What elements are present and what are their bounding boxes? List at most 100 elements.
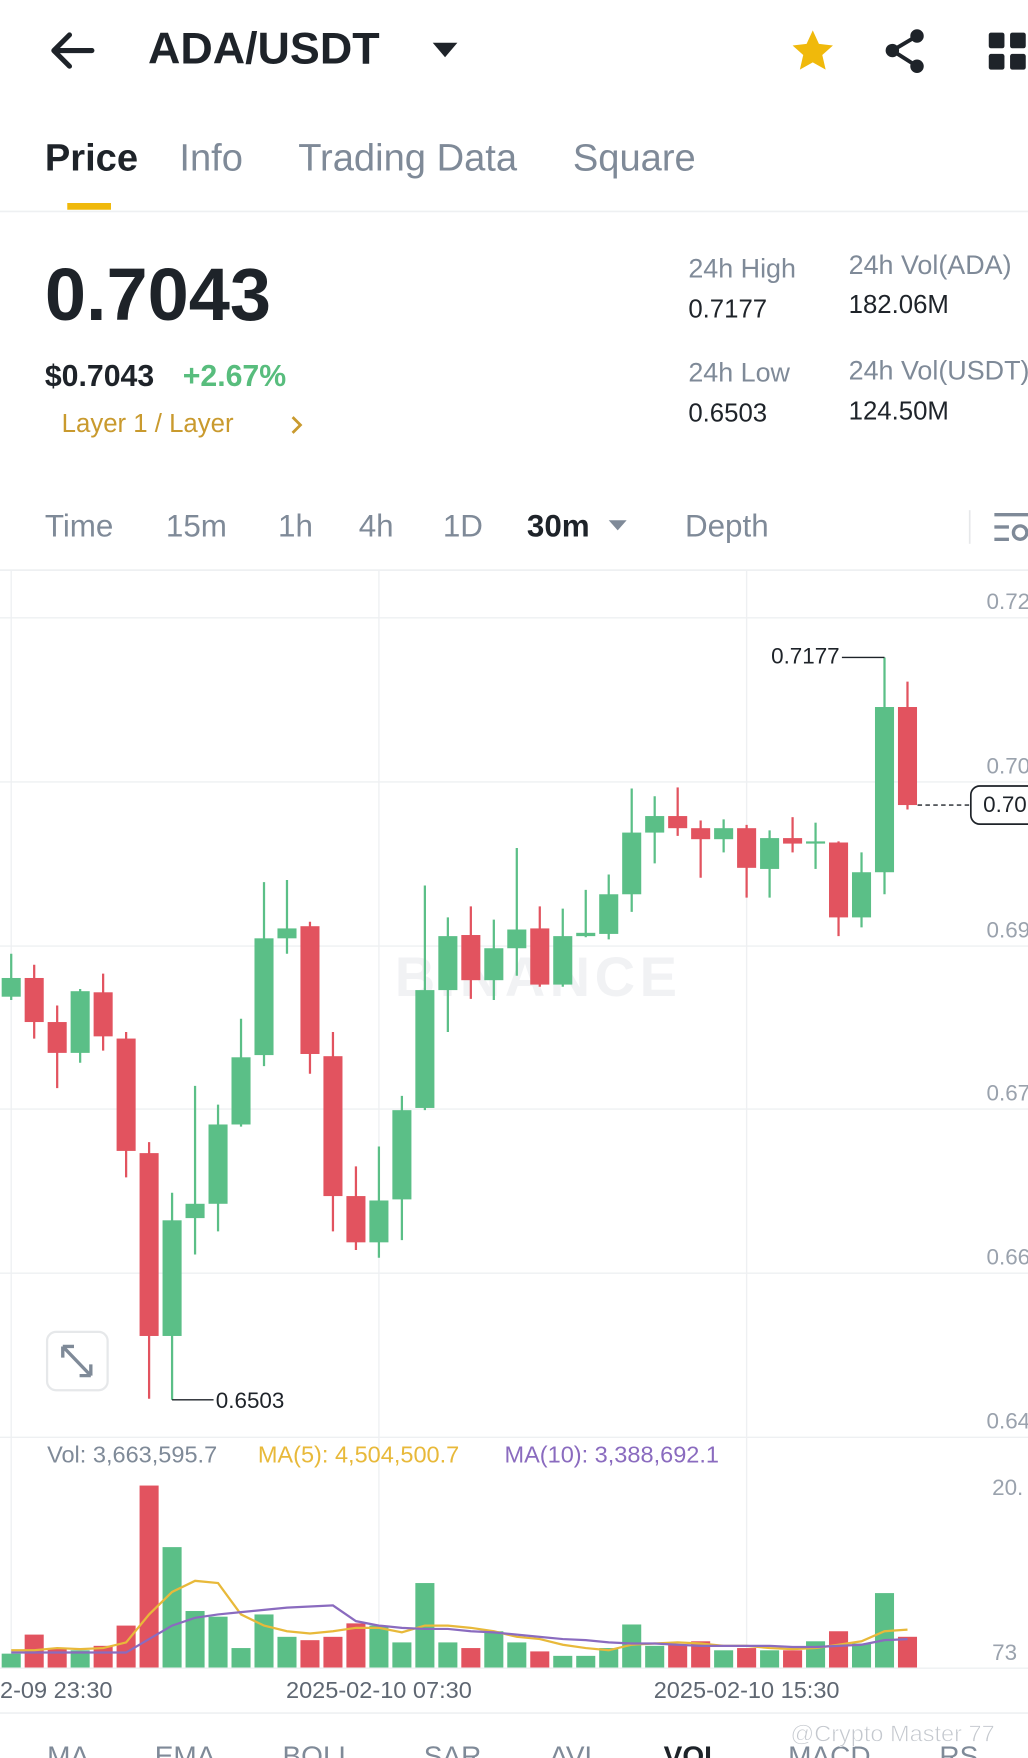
timeframe-tab[interactable]: Depth bbox=[685, 508, 769, 543]
candle-body bbox=[116, 1038, 136, 1151]
candle-body bbox=[851, 872, 872, 918]
x-tick-label: 2-09 23:30 bbox=[0, 1677, 113, 1703]
candle-body bbox=[93, 992, 113, 1037]
expand-button[interactable] bbox=[45, 1330, 109, 1392]
timeframe-tab[interactable]: 4h bbox=[359, 508, 394, 543]
candle-body bbox=[737, 828, 757, 868]
timeframe-tab[interactable]: 1D bbox=[443, 508, 483, 543]
timeframe-tab[interactable]: Time bbox=[45, 508, 114, 543]
x-tick-label: 2025-02-10 15:30 bbox=[654, 1677, 840, 1703]
volume-bar bbox=[139, 1485, 159, 1669]
volume-legend: Vol: 3,663,595.7 bbox=[47, 1442, 217, 1468]
candle-body bbox=[415, 990, 435, 1108]
back-button[interactable] bbox=[51, 32, 95, 69]
volume-tick-label: 73 bbox=[992, 1640, 1017, 1665]
last-price-box bbox=[969, 785, 1028, 825]
volume-bar bbox=[208, 1616, 228, 1669]
pair-title[interactable]: ADA/USDT bbox=[148, 23, 380, 74]
stat-value: 0.6503 bbox=[688, 400, 767, 428]
candle-body bbox=[874, 707, 895, 873]
chart-area: BINANCE0.720.700.690.670.660.640.71770.6… bbox=[0, 570, 1028, 1703]
timeframe-dropdown[interactable] bbox=[608, 520, 627, 531]
y-tick-label: 0.72 bbox=[987, 589, 1028, 614]
indicator-tab[interactable]: BOLL bbox=[283, 1740, 355, 1758]
indicator-tab[interactable]: AVL bbox=[549, 1740, 600, 1758]
timeframe-tab[interactable]: 30m bbox=[527, 508, 590, 543]
candle-body bbox=[829, 842, 849, 918]
menu-grid[interactable] bbox=[988, 32, 1026, 70]
candle-body bbox=[162, 1220, 182, 1336]
candle-body bbox=[553, 936, 573, 985]
indicator-tab[interactable]: VOL bbox=[664, 1740, 722, 1758]
watermark: @Crypto Master 77 bbox=[790, 1721, 994, 1747]
favorite-star[interactable] bbox=[792, 30, 833, 70]
timeframe-tab[interactable]: 1h bbox=[278, 508, 313, 543]
candle-body bbox=[760, 838, 780, 869]
price-change: +2.67% bbox=[183, 360, 287, 393]
indicator-tab[interactable]: RS bbox=[939, 1740, 978, 1758]
volume-bar bbox=[714, 1650, 734, 1669]
volume-bar bbox=[530, 1651, 550, 1669]
volume-bar bbox=[645, 1645, 665, 1669]
volume-bar bbox=[829, 1631, 849, 1669]
candle-body bbox=[599, 894, 619, 934]
nav-tab[interactable]: Trading Data bbox=[298, 137, 518, 179]
candle-body bbox=[208, 1124, 228, 1204]
indicator-tab[interactable]: MACD bbox=[788, 1740, 871, 1758]
candle-body bbox=[438, 936, 458, 991]
volume-bar bbox=[162, 1547, 182, 1669]
volume-bar bbox=[806, 1641, 826, 1669]
low-annotation: 0.6503 bbox=[216, 1388, 285, 1413]
sector-tag[interactable]: Layer 1 / Layer bbox=[62, 410, 234, 438]
candle-body bbox=[622, 832, 642, 895]
volume-tick-label: 20. bbox=[992, 1475, 1023, 1500]
candle-body bbox=[139, 1153, 159, 1336]
chart-settings[interactable] bbox=[994, 512, 1028, 542]
candle-body bbox=[70, 991, 90, 1053]
indicator-tab[interactable]: EMA bbox=[155, 1740, 216, 1758]
volume-bar bbox=[438, 1642, 458, 1669]
usd-price: $0.7043 bbox=[45, 360, 154, 393]
candle-body bbox=[806, 841, 826, 844]
volume-bar bbox=[47, 1648, 67, 1669]
nav-tab[interactable]: Info bbox=[179, 137, 243, 179]
volume-bar bbox=[507, 1642, 527, 1669]
volume-bar bbox=[277, 1636, 297, 1669]
last-price-label: 0.70 bbox=[983, 792, 1027, 817]
candle-body bbox=[783, 838, 803, 844]
sector-chevron[interactable] bbox=[291, 416, 303, 434]
volume-bar bbox=[185, 1611, 205, 1669]
candle-body bbox=[530, 928, 550, 985]
last-price: 0.7043 bbox=[45, 253, 271, 336]
volume-bar bbox=[553, 1655, 573, 1669]
candle-body bbox=[346, 1196, 366, 1243]
candle-body bbox=[323, 1056, 343, 1197]
candle-body bbox=[461, 935, 481, 981]
candle-body bbox=[369, 1200, 389, 1243]
y-tick-label: 0.66 bbox=[987, 1245, 1028, 1270]
share-button[interactable] bbox=[885, 29, 924, 73]
ma10-line bbox=[11, 1604, 908, 1654]
stat-value: 0.7177 bbox=[688, 295, 767, 323]
candle-body bbox=[484, 948, 504, 981]
stat-value: 124.50M bbox=[849, 397, 949, 425]
nav-tab[interactable]: Square bbox=[573, 137, 696, 179]
pair-dropdown[interactable] bbox=[432, 42, 458, 58]
y-tick-label: 0.69 bbox=[987, 917, 1028, 942]
stat-label: 24h Low bbox=[688, 358, 790, 388]
volume-bar bbox=[1, 1653, 21, 1669]
stat-label: 24h Vol(USDT) bbox=[849, 355, 1028, 385]
nav-tab[interactable]: Price bbox=[45, 137, 138, 179]
candle-body bbox=[645, 816, 665, 833]
timeframe-tab[interactable]: 15m bbox=[166, 508, 227, 543]
indicator-tab[interactable]: SAR bbox=[424, 1740, 482, 1758]
volume-bar bbox=[346, 1623, 366, 1669]
volume-bar bbox=[783, 1650, 803, 1669]
candle-body bbox=[507, 929, 527, 949]
y-tick-label: 0.67 bbox=[987, 1080, 1028, 1105]
candle-body bbox=[231, 1057, 251, 1125]
indicator-tab[interactable]: MA bbox=[47, 1740, 89, 1758]
candle-body bbox=[24, 977, 44, 1023]
volume-bar bbox=[851, 1643, 872, 1669]
